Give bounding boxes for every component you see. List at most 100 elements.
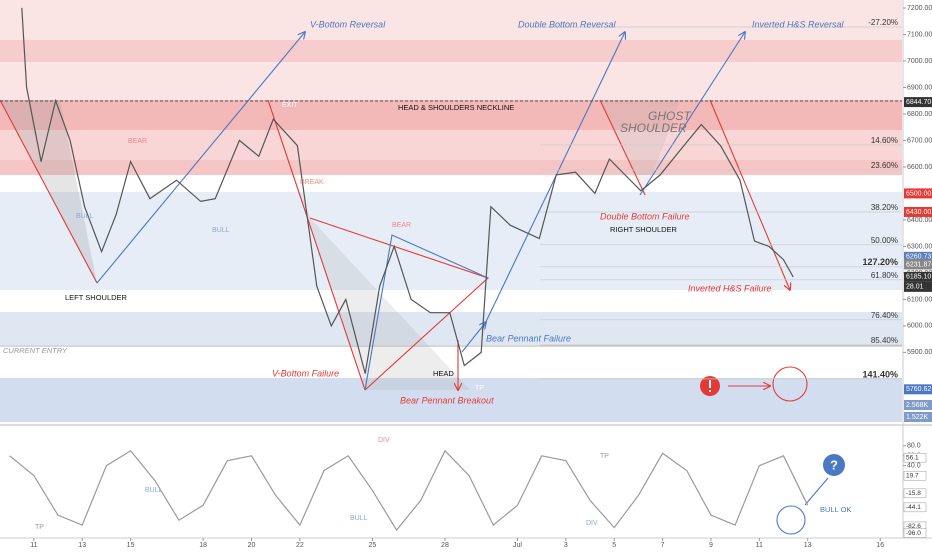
osc-tag-label: -96.0 (906, 530, 921, 537)
annotation: BULL (350, 515, 368, 522)
annotation: EXIT (84, 525, 100, 532)
x-tick-label: 13 (78, 542, 86, 549)
osc-tag-label: 56.1 (906, 454, 919, 461)
svg-text:?: ? (830, 457, 838, 472)
x-tick-label: 25 (369, 542, 377, 549)
annotation: Bear Pennant Failure (486, 333, 571, 343)
annotation: GHOST (648, 109, 692, 123)
y-tick-label: 6800.00 (907, 111, 932, 118)
price-tag (904, 188, 932, 199)
x-tick-label: 20 (248, 542, 256, 549)
price-tag (904, 97, 932, 108)
annotation: HEAD & SHOULDERS NECKLINE (398, 103, 514, 112)
volume-tag (904, 400, 932, 410)
price-tag (904, 271, 932, 282)
price-line (21, 7, 794, 374)
y-tick-label: 6400.00 (907, 217, 932, 224)
x-tick-label: 9 (709, 542, 713, 549)
price-tag-label: 6500.00 (906, 190, 931, 197)
alert-icon (700, 376, 720, 396)
volume-label: 2.568K (906, 402, 929, 409)
annotation: BREAK (300, 179, 324, 186)
osc-tag (903, 488, 927, 499)
annotation: BULL (76, 213, 94, 220)
annotation: Double Bottom Reversal (518, 19, 617, 29)
fib-label: 141.40% (862, 369, 898, 379)
volume-label: 1.522K (906, 414, 929, 421)
annotation: BEAR (128, 138, 147, 145)
osc-tick-label: 80.0 (907, 443, 921, 450)
annotation: EXIT (282, 102, 298, 109)
countdown: 28.01 (906, 284, 924, 291)
x-tick-label: 3 (564, 542, 568, 549)
y-tick-label: 5900.00 (907, 349, 932, 356)
fib-label: 61.80% (871, 271, 898, 280)
y-tick-label: 6300.00 (907, 243, 932, 250)
osc-tag (903, 452, 927, 463)
annotation: Inverted H&S Reversal (752, 19, 845, 29)
annotation: DIV (586, 520, 598, 527)
x-tick-label: 7 (661, 542, 665, 549)
annotation: Bear Pennant Breakout (400, 395, 494, 405)
annotation: Inverted H&S Failure (688, 283, 772, 293)
osc-tick-label: 40.0 (907, 463, 921, 470)
volume-tag (904, 412, 932, 422)
countdown-tag (904, 281, 932, 292)
osc-tag-label: -44.1 (906, 504, 921, 511)
annotation: V-Bottom Reversal (310, 19, 386, 29)
annotation: TP (475, 385, 484, 392)
annotation: HEAD (433, 369, 454, 378)
x-tick-label: 11 (756, 542, 763, 549)
annotation: TP (35, 524, 44, 531)
x-tick-label: 5 (612, 542, 616, 549)
price-tag (904, 384, 932, 395)
price-tag-label: 6231.87 (906, 261, 931, 268)
annotation: TP (600, 453, 609, 460)
y-tick-label: 6600.00 (907, 164, 932, 171)
y-tick-label: 6100.00 (907, 296, 932, 303)
x-tick-label: 22 (296, 542, 304, 549)
y-tick-label: 7200.00 (907, 5, 932, 12)
price-tag-label: 6844.70 (906, 99, 931, 106)
y-tick-label: 7100.00 (907, 31, 932, 38)
annotation: V-Bottom Failure (272, 368, 339, 378)
price-tag (904, 251, 932, 262)
osc-tag-label: 19.7 (906, 472, 919, 479)
y-tick-label: 6700.00 (907, 137, 932, 144)
question-icon: ? (823, 454, 845, 476)
price-tag-label: 5760.62 (906, 386, 931, 393)
annotation: BULL (212, 227, 230, 234)
y-tick-label: 6900.00 (907, 84, 932, 91)
fib-label: 127.20% (862, 257, 898, 267)
annotation: RIGHT SHOULDER (610, 225, 678, 234)
y-tick-label: 6000.00 (907, 323, 932, 330)
zones (0, 0, 902, 422)
fib-label: 76.40% (871, 311, 898, 320)
drawings (0, 32, 902, 535)
annotation: Double Bottom Failure (600, 211, 690, 221)
price-tag (904, 259, 932, 270)
annotation: BULL OK (820, 505, 851, 514)
x-tick-label: 16 (876, 542, 884, 549)
x-tick-label: 15 (127, 542, 135, 549)
x-tick-label: 28 (441, 542, 449, 549)
osc-tag (903, 502, 927, 513)
osc-tag-label: -82.6 (906, 523, 921, 530)
y-tick-label: 7000.00 (907, 58, 932, 65)
osc-tag-label: -15.8 (906, 490, 921, 497)
fib-label: 85.40% (871, 336, 898, 345)
x-tick-label: Jul (513, 542, 522, 549)
annotation: DIV (378, 437, 390, 444)
fib-label: -27.20% (868, 18, 898, 27)
fib-label: 50.00% (871, 236, 898, 245)
price-tag (904, 206, 932, 217)
annotation: BEAR (392, 222, 411, 229)
price-line (9, 449, 809, 532)
x-tick-label: 13 (804, 542, 812, 549)
x-tick-label: 18 (199, 542, 207, 549)
annotation: LEFT SHOULDER (65, 293, 128, 302)
annotation: BULL (145, 487, 163, 494)
price-tag-label: 6430.00 (906, 209, 931, 216)
price-tag-label: 6260.73 (906, 254, 931, 261)
